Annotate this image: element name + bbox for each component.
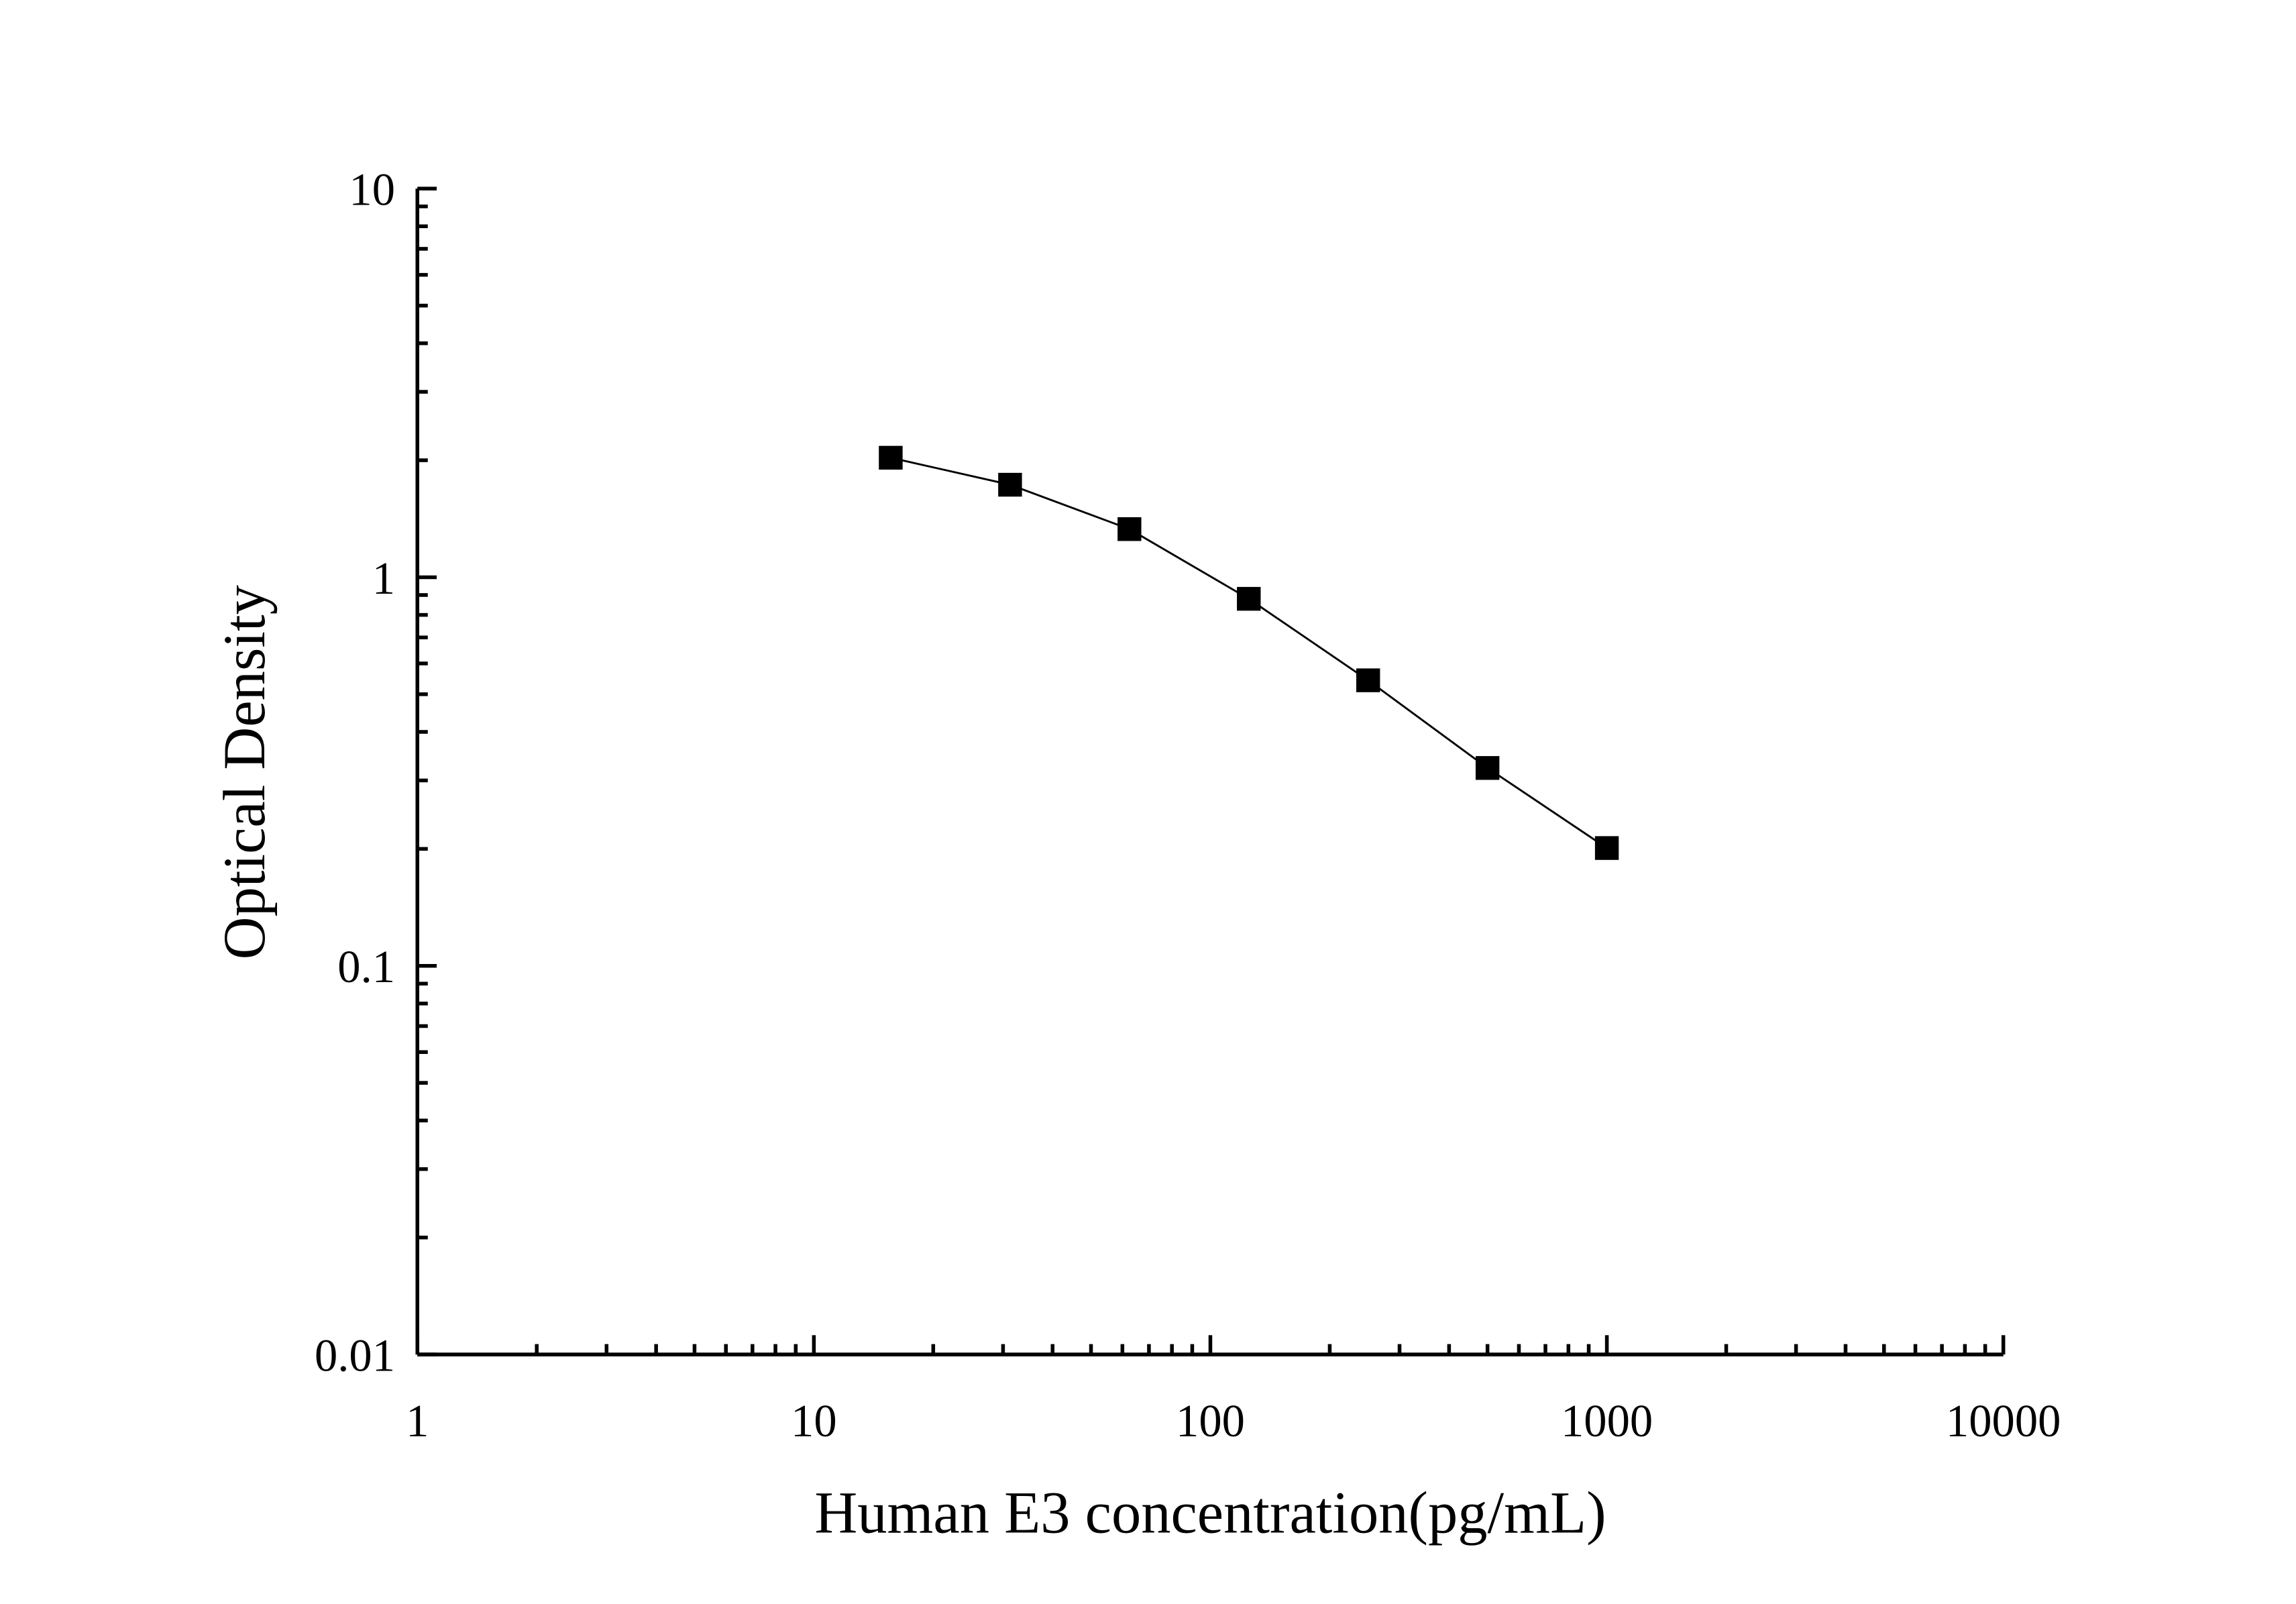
y-tick-label: 0.1 [337, 941, 395, 992]
marker [879, 445, 903, 470]
x-tick-label: 1000 [1561, 1395, 1653, 1446]
x-tick-label: 10 [791, 1395, 837, 1446]
y-tick-label: 0.01 [315, 1330, 395, 1381]
x-tick-label: 100 [1176, 1395, 1245, 1446]
marker [1356, 668, 1380, 692]
y-tick-label: 1 [372, 553, 395, 604]
marker [998, 472, 1022, 497]
x-tick-label: 1 [406, 1395, 429, 1446]
marker [1117, 517, 1142, 541]
marker [1237, 586, 1261, 611]
y-axis-label: Optical Density [212, 585, 278, 959]
marker [1594, 836, 1619, 860]
x-axis-label: Human E3 concentration(pg/mL) [814, 1481, 1606, 1546]
marker [1475, 756, 1500, 780]
y-tick-label: 10 [349, 164, 395, 215]
x-tick-label: 10000 [1946, 1395, 2061, 1446]
